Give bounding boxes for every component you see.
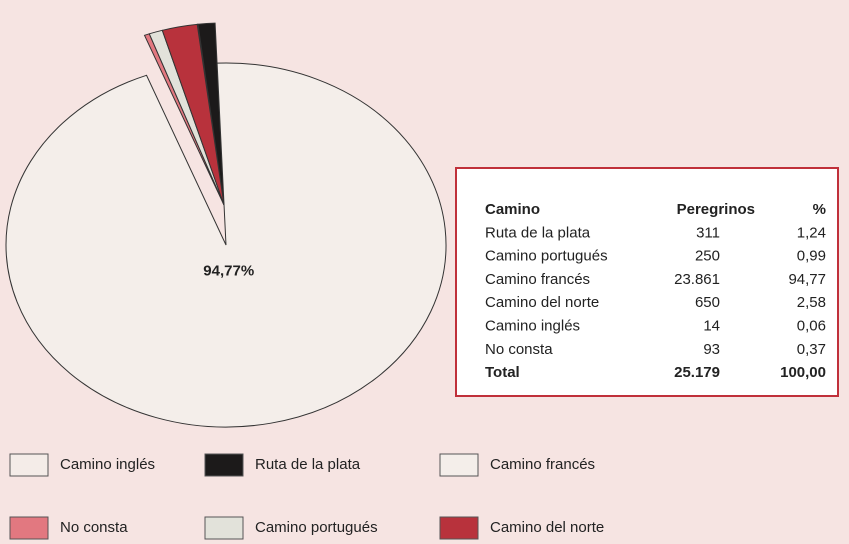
table-cell: Ruta de la plata [485, 224, 591, 241]
legend-label: No consta [60, 519, 128, 536]
table-cell: Camino francés [485, 271, 590, 288]
table-cell: 0,37 [797, 341, 826, 358]
table-cell: 0,99 [797, 248, 826, 265]
legend-swatch [9, 453, 49, 477]
legend-label: Ruta de la plata [255, 456, 361, 473]
legend-swatch [204, 516, 244, 540]
table-header: Camino [485, 201, 540, 218]
legend-swatch [439, 453, 479, 477]
legend-label: Camino del norte [490, 519, 604, 536]
table-cell: 93 [703, 341, 720, 358]
table-cell: 14 [703, 317, 720, 334]
table-total: Total [485, 364, 520, 381]
table-cell: 311 [696, 224, 720, 241]
legend-swatch [439, 516, 479, 540]
slice-label: 94,77% [203, 263, 254, 280]
table-total: 25.179 [674, 364, 720, 381]
table-cell: 650 [695, 294, 720, 311]
table-cell: 23.861 [674, 271, 720, 288]
legend-swatch [204, 453, 244, 477]
pie-slice [5, 62, 447, 428]
table-cell: Camino del norte [485, 294, 599, 311]
table-cell: Camino inglés [485, 317, 580, 334]
table-total: 100,00 [780, 364, 826, 381]
table-cell: 2,58 [797, 294, 826, 311]
table-header: % [813, 201, 826, 218]
table-cell: 94,77 [788, 271, 826, 288]
legend-swatch [9, 516, 49, 540]
table-cell: 250 [695, 248, 720, 265]
legend-label: Camino portugués [255, 519, 378, 536]
legend-label: Camino francés [490, 456, 595, 473]
legend-label: Camino inglés [60, 456, 155, 473]
table-header: Peregrinos [677, 201, 755, 218]
table-box [455, 167, 839, 397]
table-cell: Camino portugués [485, 248, 608, 265]
table-cell: No consta [485, 341, 553, 358]
pie-slice [161, 23, 225, 206]
table-cell: 0,06 [797, 317, 826, 334]
table-cell: 1,24 [797, 224, 826, 241]
